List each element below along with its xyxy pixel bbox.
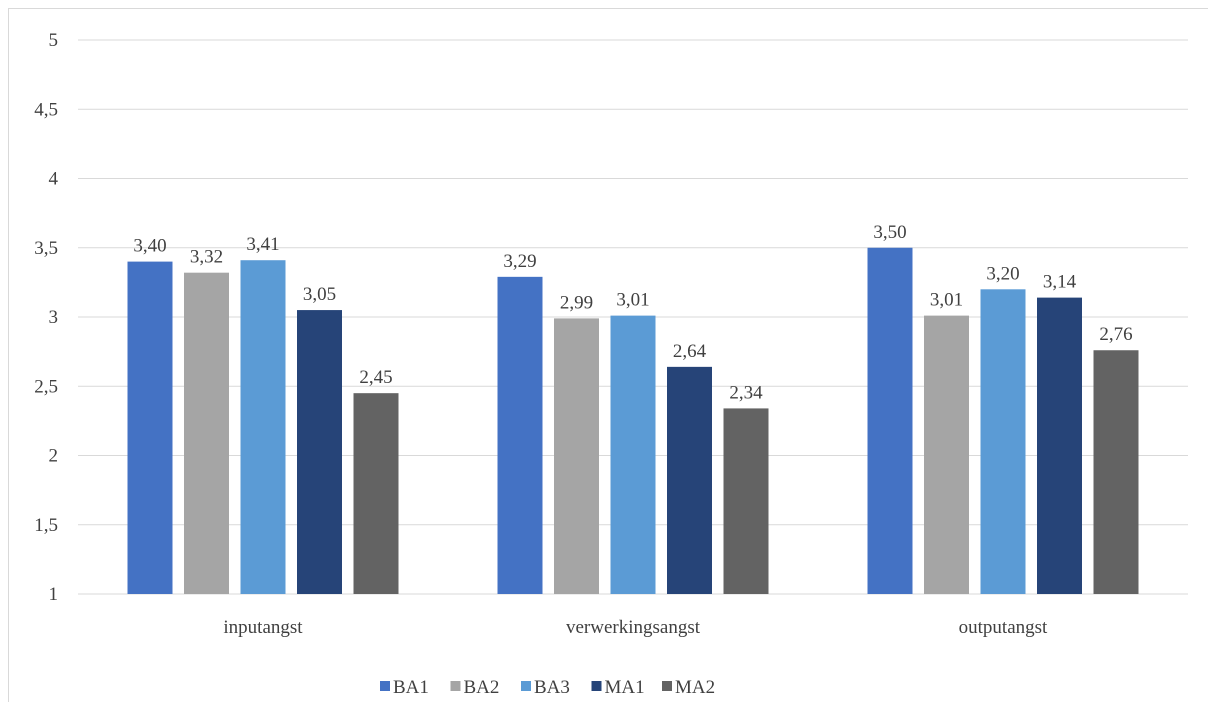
data-labels: 3,40 3,32 3,41 3,05 2,45 3,29 2,99 3,01 2,64 2,34… (133, 222, 1132, 404)
data-label: 2,45 (359, 367, 392, 388)
bar-ma2-verwerkingsangst (723, 408, 769, 594)
data-label: 3,14 (1043, 272, 1077, 293)
y-tick-label: 3 (49, 307, 59, 328)
category-label: inputangst (223, 617, 303, 638)
category-label: outputangst (959, 617, 1048, 638)
data-label: 3,50 (873, 222, 906, 243)
legend-label-ba2: BA2 (464, 677, 500, 698)
legend-label-ba3: BA3 (534, 677, 570, 698)
legend-swatch-ma1 (591, 681, 602, 691)
data-label: 2,99 (560, 292, 593, 313)
data-label: 3,41 (246, 234, 279, 255)
data-label: 3,32 (190, 247, 223, 268)
bar-ma1-outputangst (1037, 297, 1082, 594)
data-label: 3,01 (930, 290, 963, 311)
y-tick-label: 1,5 (34, 515, 58, 536)
bar-ba2-inputangst (184, 272, 229, 594)
category-label: verwerkingsangst (566, 617, 701, 638)
bar-ba3-verwerkingsangst (610, 315, 656, 594)
legend-swatch-ba2 (450, 681, 461, 691)
y-axis-ticks: 1 1,5 2 2,5 3 3,5 4 4,5 5 (34, 30, 58, 605)
bar-chart: 11,522,533,544,55 3,403,323,413,052,453,… (34, 30, 1188, 698)
data-label: 3,05 (303, 284, 336, 305)
data-label: 3,29 (503, 251, 536, 272)
legend-label-ba1: BA1 (393, 677, 429, 698)
data-label: 3,40 (133, 236, 166, 257)
bar-ba3-inputangst (240, 260, 286, 594)
chart-frame: 1 1,5 2 2,5 3 3,5 4 4,5 5 3,40 3,32 3,41 3,05 2,45 3,… (8, 8, 1208, 702)
legend-label-ma2: MA2 (675, 677, 715, 698)
bar-ma1-inputangst (297, 310, 342, 594)
y-tick-label: 3,5 (34, 238, 58, 259)
bar-ba2-verwerkingsangst (554, 318, 599, 594)
y-tick-label: 2,5 (34, 376, 58, 397)
legend-swatch-ma2 (662, 681, 672, 691)
y-tick-label: 1 (49, 584, 59, 605)
bar-ma2-inputangst (353, 393, 399, 594)
bar-ba1-inputangst (127, 261, 173, 594)
bar-ba3-outputangst (980, 289, 1026, 594)
legend-swatch-ba3 (521, 681, 531, 691)
bar-ma2-outputangst (1093, 350, 1139, 594)
y-tick-label: 2 (49, 446, 59, 467)
bar-ba1-verwerkingsangst (497, 276, 543, 594)
data-label: 2,34 (729, 382, 763, 403)
data-label: 3,20 (986, 263, 1019, 284)
x-axis-categories: inputangst verwerkingsangst outputangst (223, 617, 1048, 638)
bar-ba2-outputangst (924, 315, 969, 594)
y-tick-label: 5 (49, 30, 59, 51)
bars (127, 247, 1139, 594)
y-tick-label: 4,5 (34, 99, 58, 120)
bar-ba1-outputangst (867, 247, 913, 594)
data-label: 3,01 (616, 290, 649, 311)
data-label: 2,76 (1099, 324, 1132, 345)
y-tick-label: 4 (49, 169, 59, 190)
legend-label-ma1: MA1 (605, 677, 645, 698)
data-label: 2,64 (673, 341, 707, 362)
bar-ma1-verwerkingsangst (667, 366, 712, 594)
legend-swatch-ba1 (380, 681, 390, 691)
legend: BA1 BA2 BA3 MA1 MA2 (380, 677, 715, 698)
